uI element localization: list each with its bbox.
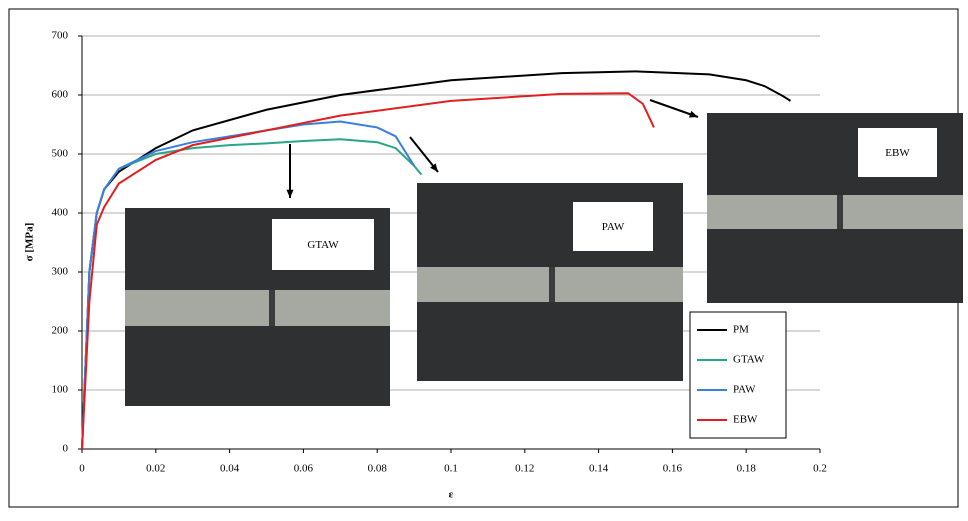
fracture-gap <box>269 290 275 326</box>
y-tick-label: 300 <box>52 266 69 278</box>
chart: σ [MPa] ε 0 100 200 300 400 500 600 700 0 0.02 0.0… <box>0 0 968 516</box>
x-tick-label: 0.14 <box>589 463 609 475</box>
x-tick-label: 0.16 <box>663 463 683 475</box>
y-tick-label: 400 <box>52 207 69 219</box>
x-tick-label: 0.12 <box>515 463 534 475</box>
legend-label: EBW <box>733 414 758 426</box>
x-axis-label: ε <box>449 489 454 501</box>
x-tick-label: 0.02 <box>146 463 165 475</box>
page: {"chart_data": {"type": "line", "xlabel"… <box>0 0 968 516</box>
x-tick-label: 0.08 <box>368 463 388 475</box>
y-axis-label: σ [MPa] <box>24 223 36 262</box>
fracture-gap <box>837 195 843 229</box>
inset-label: PAW <box>602 221 625 233</box>
legend-label: GTAW <box>733 354 765 366</box>
inset-label: EBW <box>885 147 910 159</box>
fracture-gap <box>549 267 555 302</box>
x-tick-label: 0.1 <box>444 463 458 475</box>
x-tick-label: 0.04 <box>220 463 240 475</box>
x-tick-label: 0.06 <box>294 463 314 475</box>
y-tick-label: 100 <box>52 384 69 396</box>
legend-label: PAW <box>733 384 756 396</box>
x-tick-label: 0 <box>79 463 85 475</box>
y-tick-label: 600 <box>52 89 69 101</box>
y-tick-label: 200 <box>52 325 69 337</box>
inset-label: GTAW <box>307 239 339 251</box>
y-tick-label: 500 <box>52 148 69 160</box>
x-tick-label: 0.2 <box>813 463 827 475</box>
legend-label: PM <box>733 324 749 336</box>
specimen <box>707 195 963 229</box>
specimen <box>125 290 390 326</box>
y-tick-label: 700 <box>52 30 69 42</box>
y-tick-label: 0 <box>63 443 69 455</box>
x-tick-label: 0.18 <box>737 463 757 475</box>
